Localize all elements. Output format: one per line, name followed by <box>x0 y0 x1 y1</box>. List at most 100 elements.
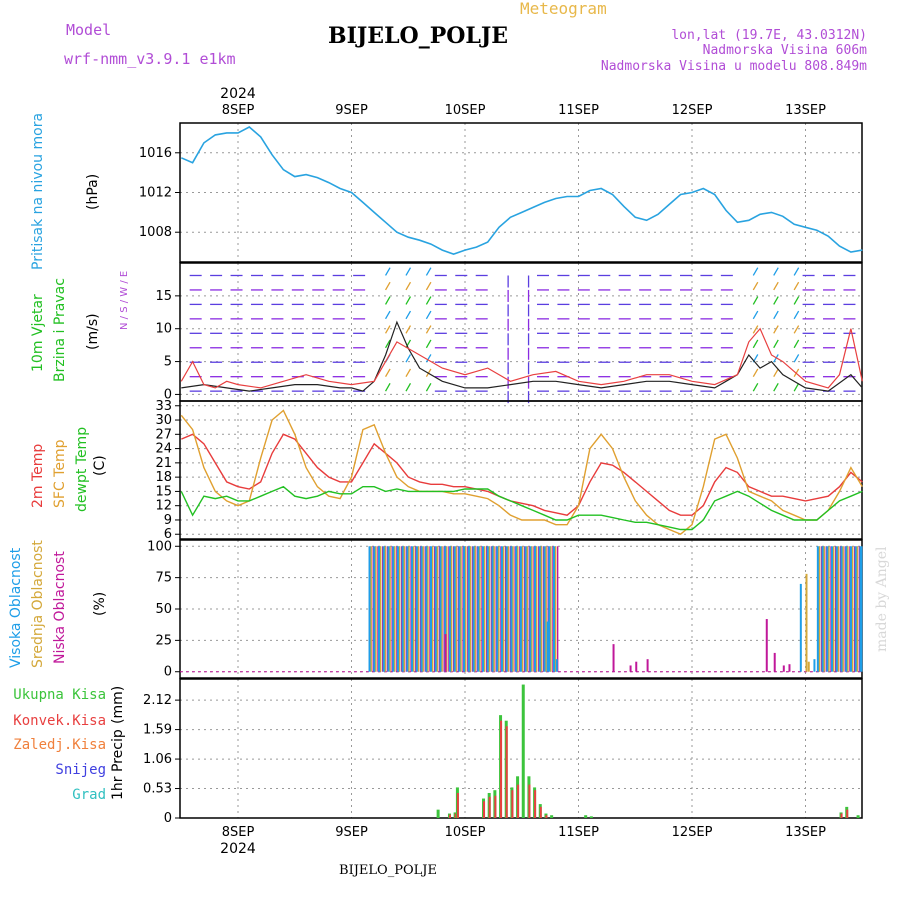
wind-barb <box>773 310 779 320</box>
wind-barb <box>752 296 759 305</box>
pressure-ytick-label: 1012 <box>139 186 172 201</box>
cloud-bar-mid <box>455 546 458 672</box>
cloud-bar-mid <box>413 546 415 672</box>
precip-total-bar <box>550 815 554 818</box>
cloud-bar-mid <box>502 546 505 672</box>
cloud-bar-mid <box>436 546 439 672</box>
precip-ytick-label: 1.59 <box>143 723 172 738</box>
precip-convective-bar <box>500 720 503 818</box>
cloud-bar-high <box>831 546 835 672</box>
cloud-bar-high <box>392 546 396 672</box>
compass-rose: N / S / W / E <box>119 271 130 330</box>
cloud-bar-low <box>471 546 474 672</box>
cloud-bar-low <box>504 546 507 672</box>
cloud-bar-high <box>377 546 381 672</box>
cloud-bar-high <box>821 546 825 672</box>
temp-ytick-label: 9 <box>164 513 172 528</box>
wind-ytick-label: 10 <box>155 322 172 337</box>
cloud-bar-high <box>510 546 514 672</box>
cloud-bar-high <box>373 546 377 672</box>
cloud-bar-high <box>524 546 528 672</box>
cloud-bar-low <box>457 546 460 672</box>
cloud-bar-high <box>840 546 844 672</box>
precip-ytick-label: 0 <box>164 811 172 826</box>
cloud-bar-mid <box>847 546 849 672</box>
cloud-bar-mid <box>493 546 495 672</box>
precip-total-bar <box>856 815 860 818</box>
wind-barb <box>425 310 432 320</box>
temp-ytick-label: 21 <box>155 456 172 471</box>
cloud-bar-low <box>396 546 398 672</box>
wind-barb <box>793 267 800 276</box>
day-label-top: 12SEP <box>672 103 713 118</box>
wind-barb <box>793 354 800 363</box>
temp2m-ylabel: 2m Temp <box>30 444 46 508</box>
cloud-bar-low <box>490 546 493 672</box>
precip-total-bar <box>584 815 588 818</box>
cloud-low-ylabel: Niska Oblacnost <box>52 551 68 664</box>
cloud-bar-low <box>519 546 521 672</box>
cloud-bar-low <box>400 546 403 672</box>
wind-barb <box>425 339 432 349</box>
precip-convective-bar <box>505 726 508 818</box>
cloud-bar-low <box>523 546 526 672</box>
cloud-unit: (%) <box>92 592 108 616</box>
day-label-bottom: 12SEP <box>672 825 713 840</box>
precip-convective-bar <box>454 813 457 818</box>
wind-barb <box>405 281 412 291</box>
day-label-bottom: 8SEP <box>222 825 255 840</box>
cloud-bar-mid <box>441 546 443 672</box>
wind-ylabel: 10m Vjetar <box>30 294 46 372</box>
cloud-bar-low <box>476 546 478 672</box>
cloud-bar-low <box>820 546 823 672</box>
cloud-ytick-label: 75 <box>155 571 172 586</box>
cloud-bar-mid <box>427 546 429 672</box>
cloud-bar-mid <box>465 546 467 672</box>
cloud-bar-mid <box>517 546 519 672</box>
cloud-bar-low <box>528 546 530 672</box>
cloud-bar-mid <box>389 546 391 672</box>
cloud-bar-low <box>509 546 512 672</box>
day-label-top: 8SEP <box>222 103 255 118</box>
dewpt-ylabel: dewpt Temp <box>74 427 90 512</box>
pressure-ylabel: Pritisak na nivou mora <box>30 113 46 270</box>
wind-barb <box>773 368 779 378</box>
year-top: 2024 <box>220 86 256 102</box>
cloud-bar-mid <box>408 546 410 672</box>
cloud-bar-high <box>406 546 410 672</box>
wind-barb <box>793 281 800 291</box>
legend-snow: Snijeg <box>55 762 106 778</box>
cloud-spike-high <box>813 659 816 672</box>
model-altitude-label: Nadmorska Visina u modelu 808.849m <box>601 59 867 74</box>
cloud-bar-mid <box>403 546 406 672</box>
cloud-bar-low <box>849 546 851 672</box>
cloud-bar-high <box>368 546 372 672</box>
cloud-bar-mid <box>394 546 396 672</box>
wind-gust-line <box>180 327 863 389</box>
cloud-bar-mid <box>526 546 528 672</box>
wind-barb <box>425 267 432 276</box>
cloud-bar-high <box>538 546 542 672</box>
cloud-bar-mid <box>856 546 859 672</box>
wind-barb <box>752 383 759 392</box>
cloud-bar-high <box>425 546 429 672</box>
cloud-bar-low <box>495 546 497 672</box>
cloud-bar-mid <box>450 546 453 672</box>
cloud-bar-mid <box>842 546 844 672</box>
temp-ytick-label: 27 <box>155 427 172 442</box>
cloud-bar-high <box>477 546 481 672</box>
wind-barb <box>425 325 432 334</box>
cloud-bar-low <box>377 546 379 672</box>
cloud-bar-mid <box>521 546 524 672</box>
cloud-bar-low <box>419 546 422 672</box>
wind-barb <box>425 296 432 305</box>
wind-barb <box>405 310 412 320</box>
cloud-bar-high <box>519 546 523 672</box>
cloud-bar-high <box>444 546 448 672</box>
wind-barb <box>405 267 412 276</box>
cloud-bar-low <box>514 546 516 672</box>
temp-ytick-label: 24 <box>155 442 172 457</box>
cloud-bar-high <box>482 546 486 672</box>
cloud-bar-mid <box>375 546 377 672</box>
